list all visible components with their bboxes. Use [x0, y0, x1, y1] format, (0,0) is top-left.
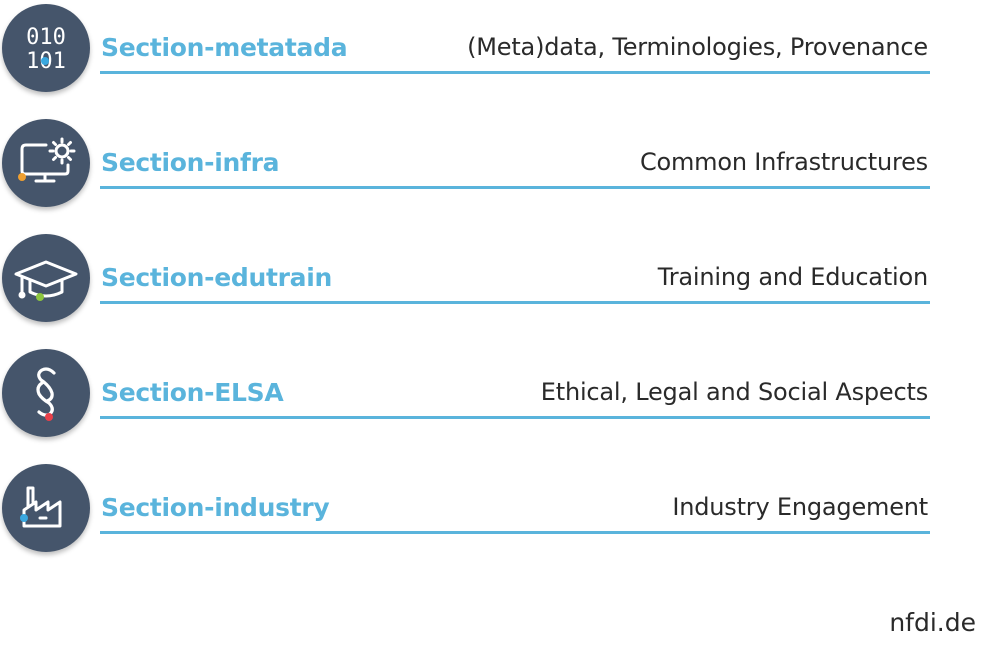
paragraph-sign-icon — [2, 349, 90, 437]
section-description: Training and Education — [657, 263, 928, 291]
section-underline — [100, 186, 930, 189]
factory-icon — [2, 464, 90, 552]
graduation-cap-icon — [2, 234, 90, 322]
section-description: Ethical, Legal and Social Aspects — [540, 378, 928, 406]
section-row-industry: Section-industry Industry Engagement — [0, 460, 982, 560]
section-name: Section-ELSA — [101, 378, 284, 407]
section-row-edutrain: Section-edutrain Training and Education — [0, 230, 982, 330]
section-underline — [100, 416, 930, 419]
computer-gear-icon — [2, 119, 90, 207]
section-description: (Meta)data, Terminologies, Provenance — [467, 33, 928, 61]
section-row-metadata: 010 101 Section-metatada (Meta)data, Ter… — [0, 0, 982, 100]
section-underline — [100, 301, 930, 304]
section-underline — [100, 71, 930, 74]
section-name: Section-infra — [101, 148, 280, 177]
section-description: Industry Engagement — [672, 493, 928, 521]
section-underline — [100, 531, 930, 534]
binary-code-icon: 010 101 — [2, 4, 90, 92]
section-name: Section-edutrain — [101, 263, 333, 292]
section-row-elsa: Section-ELSA Ethical, Legal and Social A… — [0, 345, 982, 445]
svg-text:010: 010 — [26, 25, 66, 50]
footer-url[interactable]: nfdi.de — [889, 608, 976, 637]
section-name: Section-metatada — [101, 33, 348, 62]
section-description: Common Infrastructures — [639, 148, 928, 176]
section-name: Section-industry — [101, 493, 330, 522]
section-row-infra: Section-infra Common Infrastructures — [0, 115, 982, 215]
